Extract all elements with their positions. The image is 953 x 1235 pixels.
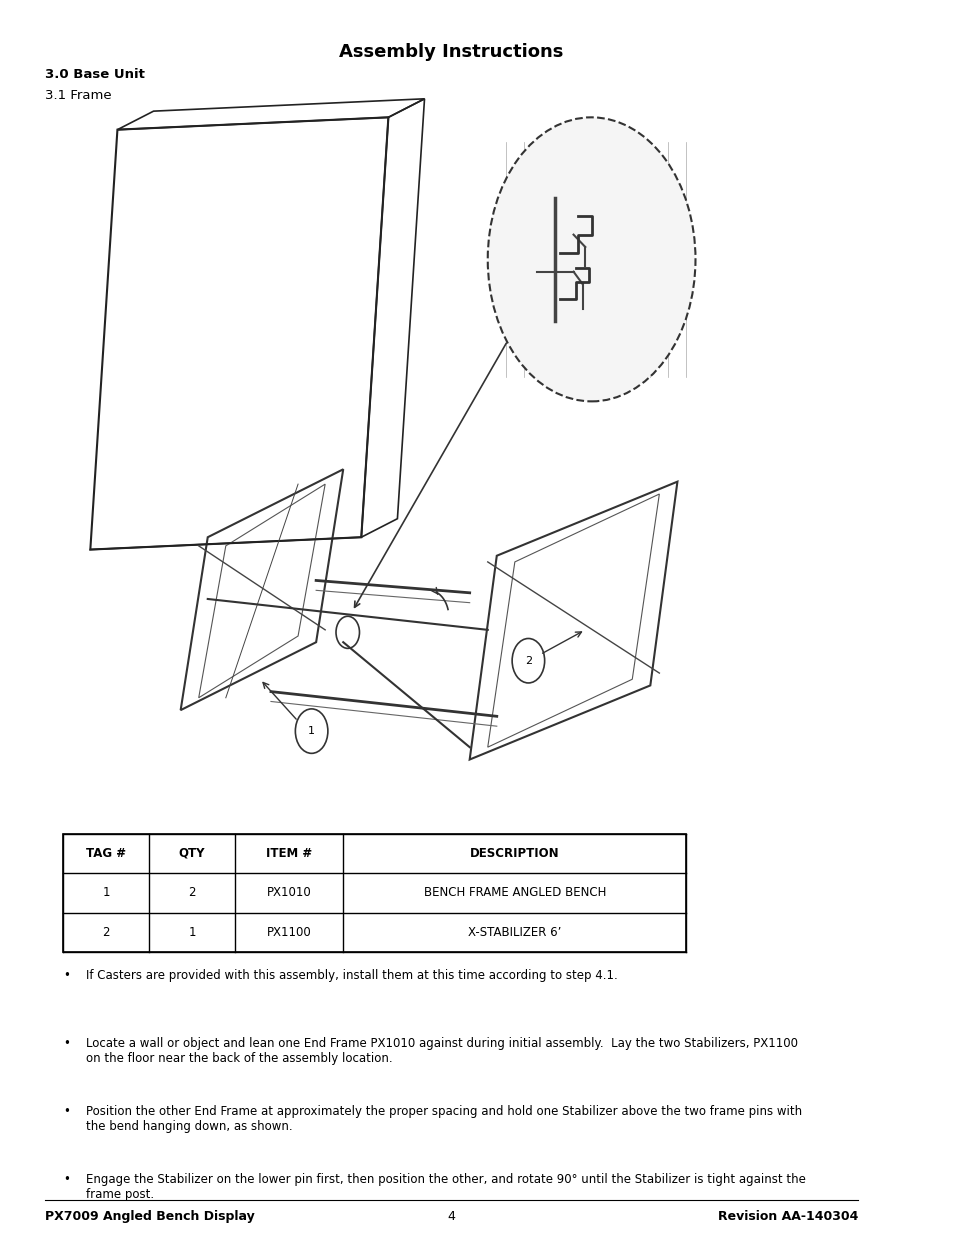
Text: 1: 1 (188, 926, 195, 939)
Text: 2: 2 (524, 656, 532, 666)
Text: X-STABILIZER 6’: X-STABILIZER 6’ (468, 926, 561, 939)
Circle shape (295, 709, 328, 753)
Text: Engage the Stabilizer on the lower pin first, then position the other, and rotat: Engage the Stabilizer on the lower pin f… (86, 1173, 805, 1202)
Text: Position the other End Frame at approximately the proper spacing and hold one St: Position the other End Frame at approxim… (86, 1105, 801, 1134)
Text: 3.1 Frame: 3.1 Frame (45, 89, 112, 103)
Text: Assembly Instructions: Assembly Instructions (339, 43, 563, 62)
Circle shape (487, 117, 695, 401)
Text: TAG #: TAG # (86, 847, 126, 860)
Text: 3.0 Base Unit: 3.0 Base Unit (45, 68, 145, 82)
Text: PX7009 Angled Bench Display: PX7009 Angled Bench Display (45, 1210, 254, 1224)
Text: 2: 2 (188, 887, 195, 899)
Text: 1: 1 (102, 887, 110, 899)
Text: •: • (63, 1105, 70, 1119)
Text: Locate a wall or object and lean one End Frame PX1010 against during initial ass: Locate a wall or object and lean one End… (86, 1037, 797, 1066)
Text: •: • (63, 1173, 70, 1187)
Text: ITEM #: ITEM # (266, 847, 312, 860)
Text: Revision AA-140304: Revision AA-140304 (717, 1210, 857, 1224)
Text: DESCRIPTION: DESCRIPTION (470, 847, 559, 860)
Text: •: • (63, 1037, 70, 1051)
Text: •: • (63, 969, 70, 983)
Text: PX1010: PX1010 (267, 887, 311, 899)
Text: PX1100: PX1100 (267, 926, 311, 939)
Text: 2: 2 (102, 926, 110, 939)
Text: 4: 4 (447, 1210, 456, 1224)
Circle shape (512, 638, 544, 683)
Text: If Casters are provided with this assembly, install them at this time according : If Casters are provided with this assemb… (86, 969, 617, 983)
Text: 1: 1 (308, 726, 314, 736)
Text: BENCH FRAME ANGLED BENCH: BENCH FRAME ANGLED BENCH (423, 887, 605, 899)
Text: QTY: QTY (178, 847, 205, 860)
